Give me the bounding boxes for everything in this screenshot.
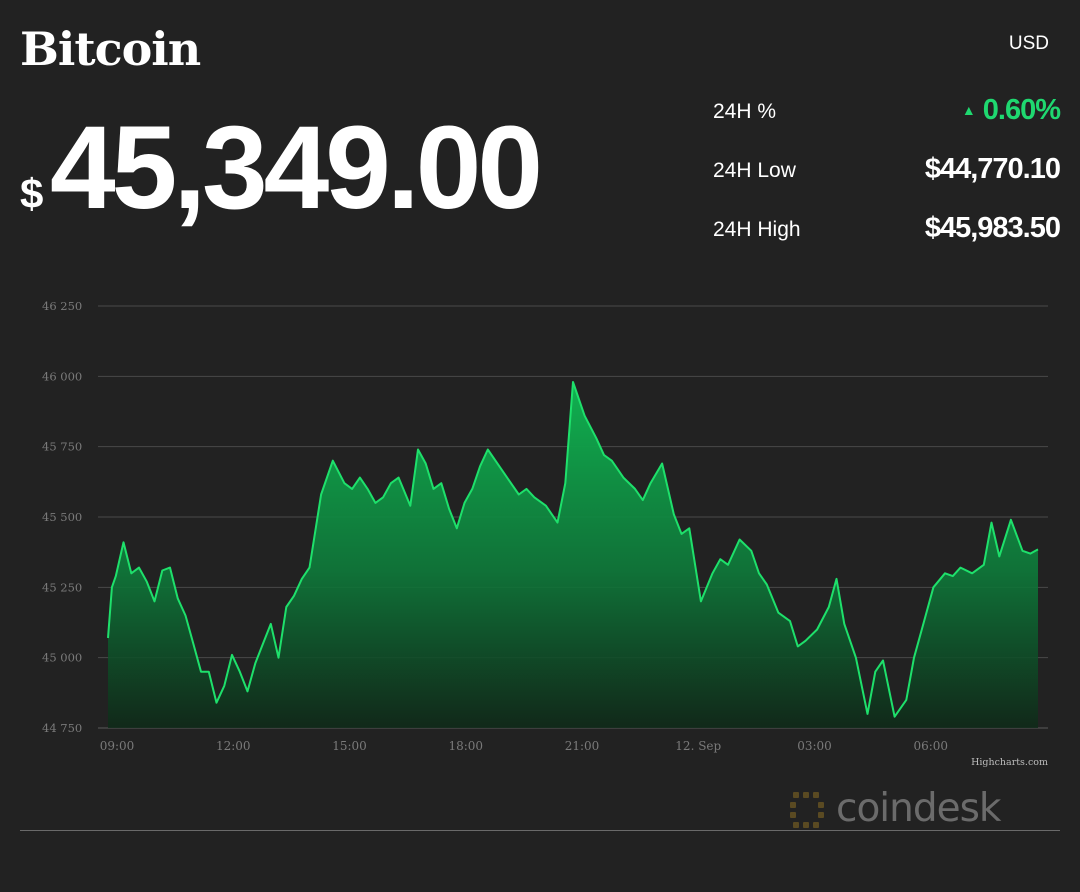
price-chart[interactable]: 46 250 46 000 45 750 45 500 45 250 45 000 44 7… (0, 280, 1080, 780)
y-tick-label: 45 250 (42, 580, 82, 594)
x-tick-label: 12:00 (216, 739, 251, 753)
stat-label: 24H % (713, 100, 777, 123)
price-currency-symbol: $ (20, 170, 44, 217)
stat-label: 24H Low (713, 159, 796, 182)
y-tick-label: 45 500 (42, 510, 82, 524)
series-line (107, 381, 1039, 718)
footer-divider (20, 830, 1060, 831)
stat-value: ▲ 0.60% (961, 94, 1061, 127)
x-tick-label: 09:00 (100, 739, 135, 753)
y-tick-label: 46 250 (42, 299, 82, 313)
change-percent: 0.60% (982, 94, 1061, 126)
x-tick-label: 21:00 (565, 739, 600, 753)
stat-value: $44,770.10 (924, 153, 1061, 185)
currency-selector[interactable]: USD (1008, 33, 1049, 54)
x-tick-label: 15:00 (332, 739, 367, 753)
up-triangle-icon: ▲ (961, 102, 976, 118)
y-tick-label: 45 000 (42, 651, 82, 665)
stat-24h-change: 24H % ▲ 0.60% (713, 92, 1061, 132)
stat-label: 24H High (713, 218, 801, 241)
stat-value: $45,983.50 (924, 212, 1061, 244)
y-tick-label: 44 750 (42, 721, 82, 735)
stat-24h-low: 24H Low $44,770.10 (713, 151, 1061, 191)
series-area (108, 382, 1038, 728)
stat-24h-high: 24H High $45,983.50 (713, 210, 1061, 250)
x-tick-label: 12. Sep (675, 739, 721, 753)
asset-title: Bitcoin (20, 22, 201, 76)
coindesk-logo-icon (790, 792, 824, 828)
y-tick-label: 46 000 (42, 369, 82, 383)
current-price: 45,349.00 (50, 102, 543, 234)
y-tick-label: 45 750 (42, 440, 82, 454)
coindesk-wordmark: coindesk (836, 786, 1002, 831)
x-tick-label: 03:00 (797, 739, 832, 753)
x-tick-label: 18:00 (448, 739, 483, 753)
x-tick-label: 06:00 (913, 739, 948, 753)
chart-credit: Highcharts.com (971, 757, 1048, 768)
